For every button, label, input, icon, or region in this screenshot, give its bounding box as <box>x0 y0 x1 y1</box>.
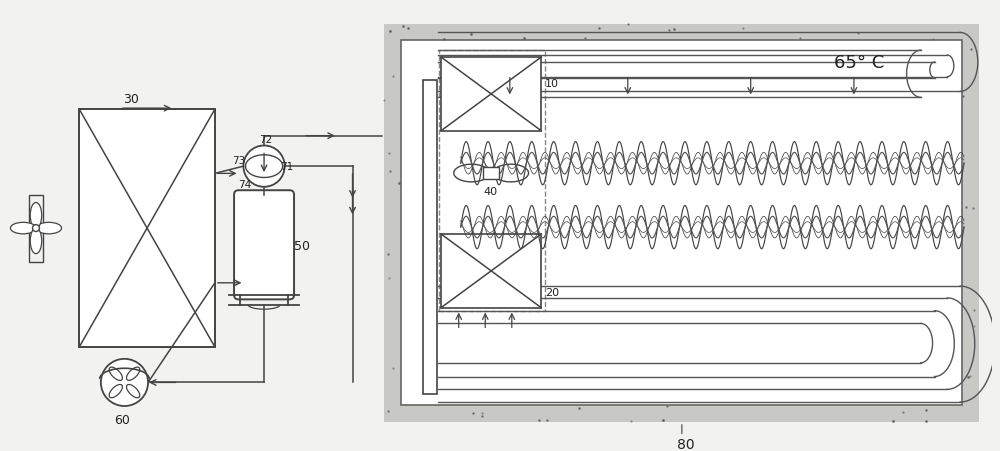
Ellipse shape <box>10 222 36 234</box>
Text: 73: 73 <box>233 156 246 166</box>
Text: 20: 20 <box>545 288 559 298</box>
Text: 10: 10 <box>545 78 559 88</box>
FancyBboxPatch shape <box>234 190 294 299</box>
Text: 71: 71 <box>280 162 293 172</box>
Ellipse shape <box>36 222 62 234</box>
Bar <box>401 40 962 405</box>
Text: 65° C: 65° C <box>834 54 885 72</box>
Text: 74: 74 <box>238 180 252 190</box>
Circle shape <box>101 359 148 406</box>
Bar <box>441 234 541 308</box>
Text: 40: 40 <box>483 187 497 197</box>
Bar <box>423 80 437 394</box>
Text: 50: 50 <box>294 240 310 253</box>
Circle shape <box>243 146 285 187</box>
Ellipse shape <box>126 384 140 398</box>
Bar <box>29 195 43 262</box>
Ellipse shape <box>454 164 489 182</box>
Bar <box>79 109 215 347</box>
Circle shape <box>33 225 39 231</box>
Text: 60: 60 <box>115 414 130 427</box>
Ellipse shape <box>493 164 529 182</box>
Text: 72: 72 <box>259 134 272 145</box>
Ellipse shape <box>109 367 122 380</box>
Text: 30: 30 <box>123 93 139 106</box>
Bar <box>483 167 499 179</box>
Bar <box>439 50 545 311</box>
Text: 80: 80 <box>677 438 695 451</box>
Bar <box>441 57 541 131</box>
Bar <box>384 23 979 422</box>
Ellipse shape <box>30 228 42 253</box>
Ellipse shape <box>109 384 122 398</box>
Ellipse shape <box>126 367 140 380</box>
Ellipse shape <box>30 202 42 228</box>
